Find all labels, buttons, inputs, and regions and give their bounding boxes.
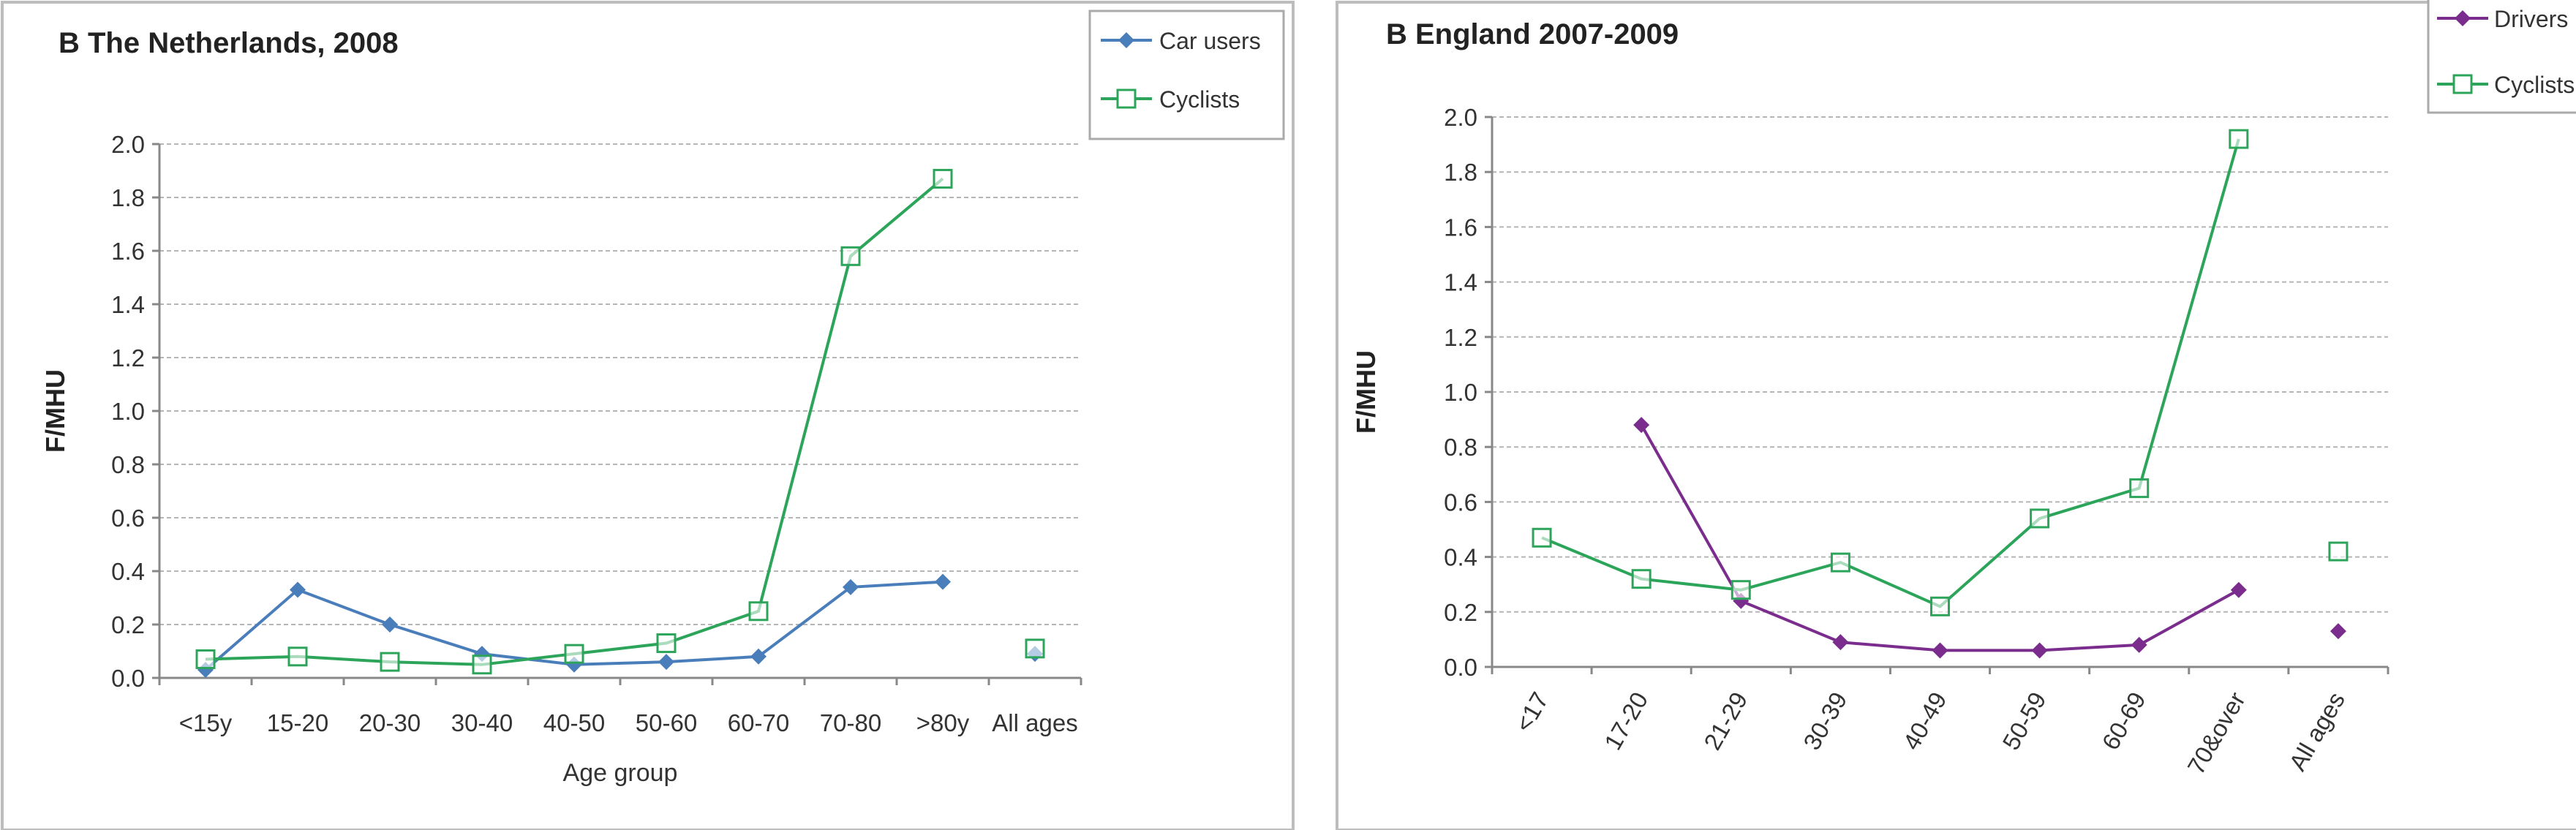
- legend-label-drivers: Drivers: [2494, 6, 2568, 32]
- chart-title: B The Netherlands, 2008: [59, 27, 399, 59]
- point-drivers: [2131, 636, 2147, 653]
- y-tick-label: 0.4: [1444, 544, 1477, 571]
- legend-marker-cyclists: [1116, 88, 1137, 109]
- y-axis-label: F/MHU: [40, 369, 70, 453]
- y-tick-labels: 0.0 0.2 0.4 0.6 0.8 1.0 1.2 1.4 1.6 1.8 2.0: [1444, 104, 1492, 681]
- point-car-users: [658, 654, 674, 671]
- y-tick-label: 0.6: [111, 505, 145, 532]
- point-cyclists: [2229, 129, 2249, 149]
- point-car-users: [750, 648, 767, 665]
- chart-title: B England 2007-2009: [1386, 18, 1679, 50]
- plot-series: [195, 168, 1045, 679]
- y-tick-label: 1.6: [111, 238, 145, 265]
- y-tick-label: 0.8: [111, 451, 145, 478]
- point-cyclists: [1025, 638, 1045, 659]
- legend-marker-car-users: [1118, 32, 1134, 48]
- point-cyclists: [2328, 541, 2349, 562]
- point-cyclists: [933, 168, 953, 189]
- x-tick-label: 30-40: [451, 709, 513, 736]
- chart-england: B England 2007-2009 0.0 0.2 0.4 0.6 0.8 1.0 1.…: [1336, 0, 2576, 830]
- y-tick-label: 1.6: [1444, 214, 1477, 241]
- plot-series: [1532, 129, 2349, 659]
- point-cyclists: [1532, 527, 1552, 548]
- point-drivers: [2230, 581, 2247, 598]
- panel-border: [1336, 1, 2576, 830]
- y-tick-label: 1.8: [111, 184, 145, 211]
- point-cyclists: [380, 652, 400, 672]
- point-cyclists: [564, 644, 584, 664]
- y-axis-label: F/MHU: [1351, 350, 1381, 434]
- point-car-users: [935, 573, 951, 590]
- y-tick-label: 1.2: [111, 344, 145, 371]
- x-tick-label: 15-20: [267, 709, 328, 736]
- panel-border: [1, 1, 1295, 830]
- gridlines: [159, 143, 1081, 625]
- legend-marker-drivers: [2455, 10, 2471, 26]
- point-cyclists: [656, 633, 677, 654]
- point-cyclists: [1830, 552, 1850, 573]
- y-tick-label: 0.4: [111, 558, 145, 585]
- y-tick-label: 1.2: [1444, 324, 1477, 351]
- y-tick-label: 1.8: [1444, 159, 1477, 186]
- y-tick-label: 0.0: [111, 665, 145, 692]
- x-tick-label: 60-70: [728, 709, 789, 736]
- point-car-users: [843, 578, 859, 595]
- point-drivers: [2031, 642, 2048, 659]
- y-tick-label: 1.4: [1444, 269, 1477, 296]
- y-tick-label: 1.0: [1444, 379, 1477, 406]
- y-tick-label: 1.4: [111, 291, 145, 318]
- point-drivers: [2330, 623, 2346, 640]
- legend: Car users Cyclists: [1088, 10, 1285, 140]
- y-tick-label: 0.8: [1444, 434, 1477, 461]
- x-tick-label: All ages: [992, 709, 1077, 736]
- x-tick-label: 20-30: [359, 709, 421, 736]
- x-tick-labels: <15y 15-20 20-30 30-40 40-50 50-60 60-70 70-80 >…: [158, 678, 1082, 736]
- legend-label-car-users: Car users: [1159, 28, 1261, 54]
- x-tick-label: 50-60: [636, 709, 697, 736]
- legend-label-cyclists: Cyclists: [1159, 86, 1240, 113]
- point-car-users: [382, 616, 398, 633]
- x-axis-label: Age group: [563, 759, 678, 787]
- y-tick-label: 1.0: [111, 398, 145, 425]
- point-drivers: [1633, 417, 1650, 434]
- point-cyclists: [840, 246, 861, 266]
- x-tick-label: <15y: [179, 709, 233, 736]
- y-tick-label: 2.0: [111, 131, 145, 158]
- y-tick-labels: 0.0 0.2 0.4 0.6 0.8 1.0 1.2 1.4 1.6 1.8 2.0: [111, 131, 159, 692]
- point-cyclists: [287, 646, 308, 667]
- chart-netherlands: B The Netherlands, 2008 0.0 0.2 0.4 0.6 0.8 1…: [1, 1, 1295, 830]
- legend-marker-cyclists: [2452, 74, 2473, 94]
- legend-label-cyclists: Cyclists: [2494, 72, 2575, 98]
- point-cyclists: [1730, 580, 1751, 600]
- point-cyclists: [1930, 596, 1950, 616]
- point-cyclists: [472, 654, 492, 675]
- point-drivers: [1832, 634, 1849, 651]
- legend-box: [1088, 10, 1285, 140]
- y-tick-label: 0.0: [1444, 654, 1477, 681]
- point-car-users: [290, 581, 306, 598]
- series-line-cyclists: [1541, 138, 2240, 608]
- y-tick-label: 2.0: [1444, 104, 1477, 131]
- y-tick-label: 0.2: [111, 611, 145, 638]
- x-tick-label: >80y: [916, 709, 970, 736]
- point-cyclists: [2129, 478, 2150, 499]
- y-tick-label: 0.2: [1444, 599, 1477, 626]
- x-tick-label: 70-80: [820, 709, 881, 736]
- point-cyclists: [195, 649, 216, 669]
- point-cyclists: [748, 601, 769, 622]
- legend: Drivers Cyclists: [2427, 0, 2576, 114]
- point-cyclists: [1631, 569, 1652, 589]
- point-drivers: [1932, 642, 1948, 659]
- y-tick-label: 0.6: [1444, 488, 1477, 516]
- x-tick-label: 40-50: [543, 709, 605, 736]
- point-cyclists: [2030, 508, 2050, 529]
